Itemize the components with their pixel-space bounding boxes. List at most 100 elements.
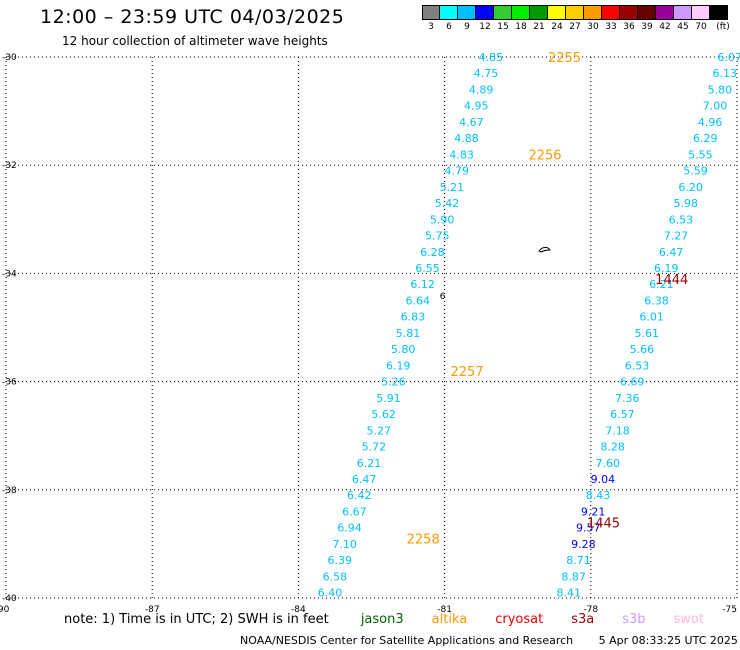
swh-point-label: 7.00 (703, 100, 728, 113)
page-title: 12:00 – 23:59 UTC 04/03/2025 (40, 6, 345, 28)
swh-point-label: 5.55 (688, 148, 713, 161)
scale-swatch (620, 5, 638, 20)
scale-tick-label: 21 (533, 22, 545, 32)
swh-point-label: 7.60 (596, 457, 621, 470)
footer-credit: NOAA/NESDIS Center for Satellite Applica… (240, 634, 574, 647)
swh-point-label: 6.29 (693, 132, 718, 145)
scale-tick-label: 12 (479, 22, 491, 32)
swh-point-label: 6.13 (713, 67, 738, 80)
scale-swatch (548, 5, 566, 20)
footer: NOAA/NESDIS Center for Satellite Applica… (240, 634, 738, 647)
swh-point-label: 5.72 (362, 441, 387, 454)
swh-point-label: 5.91 (376, 392, 401, 405)
swh-point-label: 6.19 (654, 262, 679, 275)
swh-point-label: 5.59 (683, 165, 708, 178)
scale-tick-label: (ft) (716, 22, 730, 32)
x-tick-label: -90 (0, 605, 10, 615)
x-tick-label: -84 (291, 605, 306, 615)
swh-point-label: 5.98 (674, 197, 699, 210)
swh-point-label: 9.04 (591, 473, 616, 486)
y-tick-label: -32 (2, 161, 17, 171)
swh-point-label: 5.75 (425, 230, 450, 243)
swh-point-label: 5.26 (381, 376, 406, 389)
swh-point-label: 6.20 (678, 181, 703, 194)
scale-swatch (584, 5, 602, 20)
swh-point-label: 6.53 (625, 359, 650, 372)
swh-point-label: 6.12 (410, 278, 435, 291)
swh-point-label: 5.90 (430, 213, 455, 226)
swh-point-label: 9.21 (581, 505, 606, 518)
note-text: note: 1) Time is in UTC; 2) SWH is in fe… (64, 612, 329, 627)
scale-swatch (440, 5, 458, 20)
scale-swatch (692, 5, 710, 20)
swh-point-label: 6.64 (405, 294, 430, 307)
satellite-legend-item: swot (673, 612, 704, 627)
swh-point-label: 6.21 (649, 278, 674, 291)
swh-point-label: 6.53 (669, 213, 694, 226)
swh-point-label: 7.10 (332, 538, 357, 551)
scale-swatch (566, 5, 584, 20)
satellite-legend: jason3 altika cryosat s3a s3b swot (339, 612, 710, 627)
swh-point-label: 6.69 (620, 376, 645, 389)
scale-swatch (476, 5, 494, 20)
satellite-legend-item: s3b (622, 612, 646, 627)
swh-point-label: 7.36 (615, 392, 640, 405)
satellite-legend-item: altika (431, 612, 468, 627)
swh-point-label: 8.28 (600, 441, 625, 454)
swh-point-label: 6.94 (337, 522, 362, 535)
swh-point-label: 6.55 (415, 262, 440, 275)
x-tick-label: -87 (145, 605, 160, 615)
chart-marks: 4.85 4.75 4.89 4.95 4.67 4.88 4.83 4.79 5.21 5.42… (318, 51, 740, 600)
scale-tick-label: 39 (641, 22, 653, 32)
swh-point-label: 5.81 (396, 327, 421, 340)
scale-tick-label: 3 (428, 22, 434, 32)
swh-point-label: 7.27 (664, 230, 689, 243)
y-tick-label: -38 (2, 486, 17, 496)
swh-point-label: 4.83 (449, 148, 474, 161)
swh-point-label: 9.28 (571, 538, 596, 551)
satellite-legend-item: cryosat (495, 612, 544, 627)
scale-tick-label: 42 (659, 22, 671, 32)
pass-time-label: 2256 (528, 148, 561, 163)
satellite-legend-item: s3a (571, 612, 595, 627)
swh-point-label: 6.28 (420, 246, 445, 259)
swh-point-label: 6.47 (659, 246, 684, 259)
footer-timestamp: 5 Apr 08:33:25 UTC 2025 (598, 634, 738, 647)
swh-point-label: 5.27 (366, 424, 391, 437)
axis-tick-labels: -90 -87 -84 -81 -78 -75 -30 -32 -34 -36 -38 -40 (0, 53, 737, 615)
x-tick-label: -81 (437, 605, 452, 615)
swh-point-label: 5.42 (435, 197, 460, 210)
scale-tick-label: 33 (605, 22, 617, 32)
chart-grid (5, 56, 738, 599)
swh-point-label: 6.58 (323, 570, 348, 583)
swh-point-label: 4.79 (444, 165, 469, 178)
scale-tick-label: 45 (677, 22, 689, 32)
swh-point-label: 4.89 (469, 83, 494, 96)
y-tick-label: -30 (2, 53, 17, 63)
scale-swatch (512, 5, 530, 20)
swh-point-label: 4.88 (454, 132, 479, 145)
swh-point-label: 8.71 (566, 554, 591, 567)
swh-point-label: 5.61 (635, 327, 660, 340)
pass-time-label: 1444 (655, 273, 688, 288)
swh-point-label: 5.21 (440, 181, 465, 194)
scale-tick-label: 6 (446, 22, 452, 32)
swh-point-label: 6.83 (401, 311, 426, 324)
swh-point-label: 6.57 (610, 408, 635, 421)
pass-time-label: 2255 (548, 51, 581, 66)
swh-point-label: 4.95 (464, 100, 489, 113)
island-outline (538, 246, 552, 253)
y-tick-label: -34 (2, 269, 17, 279)
pass-time-label: 1445 (587, 516, 620, 531)
swh-point-label: 6.07 (717, 51, 740, 64)
scale-swatch (602, 5, 620, 20)
scale-swatch (530, 5, 548, 20)
swh-point-label: 5.80 (391, 343, 416, 356)
scale-tick-label: 15 (497, 22, 509, 32)
swh-point-label: 6.39 (328, 554, 353, 567)
swh-point-label: 4.67 (459, 116, 484, 129)
scale-swatch (674, 5, 692, 20)
scale-swatch (458, 5, 476, 20)
scale-tick-label: 9 (464, 22, 470, 32)
swh-point-label: 5.62 (371, 408, 396, 421)
